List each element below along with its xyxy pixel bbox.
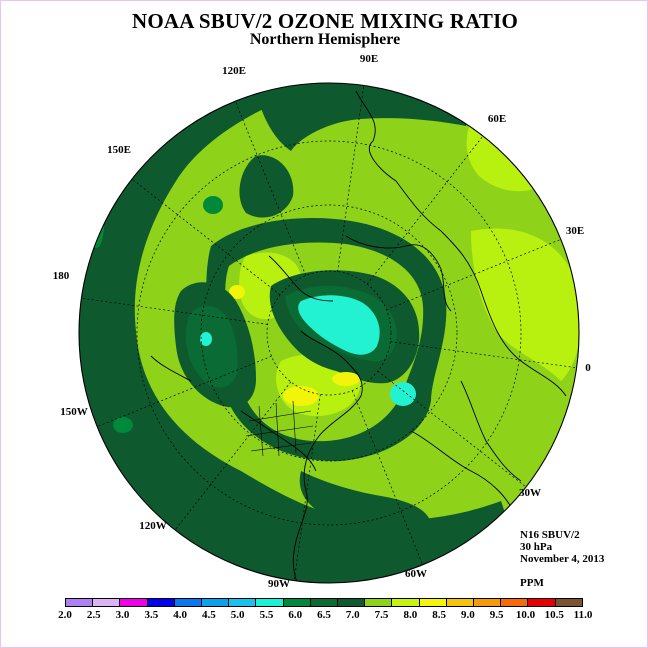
field-level-7-0-rim xyxy=(79,83,521,583)
colorbar-tick-label: 11.0 xyxy=(573,609,593,621)
lon-label-90w: 90W xyxy=(268,578,290,590)
colorbar-tick-label: 9.0 xyxy=(461,609,475,621)
field-level-6-0-a xyxy=(203,196,223,214)
colorbar-tick-label: 5.5 xyxy=(259,609,274,621)
page-subtitle: Northern Hemisphere xyxy=(249,31,401,48)
field-level-5-5-east xyxy=(390,382,416,406)
colorbar-segment xyxy=(174,599,203,606)
field-level-8-5-c xyxy=(332,372,360,386)
colorbar-segment xyxy=(365,599,393,606)
coastlines xyxy=(150,90,567,583)
colorbar-segment xyxy=(283,599,311,606)
colorbar-segment xyxy=(93,599,121,606)
colorbar-tick-label: 2.5 xyxy=(86,609,101,621)
lon-label-0: 0 xyxy=(585,362,591,374)
field-level-8-5-b xyxy=(283,386,319,406)
colorbar-ticks: 2.0 2.5 3.0 3.5 4.0 4.5 5.0 5.5 6.0 6.5 7.0 7.5 8.0 8… xyxy=(1,609,647,623)
colorbar-segment xyxy=(120,599,148,606)
latitude-circle-60 xyxy=(200,204,458,462)
colorbar-tick-label: 8.0 xyxy=(403,609,418,621)
colorbar-segment xyxy=(338,599,366,606)
colorbar-segment xyxy=(66,599,94,606)
graticule xyxy=(136,140,522,526)
colorbar-tick-label: 6.0 xyxy=(288,609,303,621)
pressure-level-label: 30 hPa xyxy=(520,541,553,553)
colorbar-tick-label: 6.5 xyxy=(317,609,331,621)
latitude-circle-45 xyxy=(136,140,522,526)
colorbar-tick-label: 10.0 xyxy=(515,609,536,621)
colorbar-segment xyxy=(501,599,529,606)
lon-label-150w: 150W xyxy=(60,406,88,418)
date-label: November 4, 2013 xyxy=(520,553,605,565)
field-level-5-5-pacific xyxy=(200,332,212,346)
lon-label-60e: 60E xyxy=(488,113,506,125)
state-borders xyxy=(245,400,314,457)
lon-label-90e: 90E xyxy=(360,53,378,65)
globe-outline xyxy=(78,82,580,584)
colorbar-segment xyxy=(310,599,339,606)
colorbar-segment xyxy=(256,599,284,606)
colorbar-tick-label: 4.0 xyxy=(173,609,187,621)
colorbar-segment xyxy=(392,599,420,606)
colorbar-tick-label: 7.0 xyxy=(345,609,360,621)
field-level-8-5-a xyxy=(229,285,245,299)
instrument-label: N16 SBUV/2 xyxy=(520,529,580,541)
field-level-8-0-east xyxy=(471,228,579,381)
colorbar-segment xyxy=(229,599,257,606)
colorbar-segment xyxy=(528,599,556,606)
ozone-field xyxy=(79,83,579,583)
lon-label-120e: 120E xyxy=(222,65,246,77)
colorbar-tick-label: 3.5 xyxy=(144,609,159,621)
colorbar-segment xyxy=(555,599,582,606)
latitude-circle-75 xyxy=(266,270,392,396)
colorbar-tick-label: 2.0 xyxy=(58,609,72,621)
colorbar-tick-label: 7.5 xyxy=(374,609,389,621)
colorbar-segment xyxy=(147,599,175,606)
colorbar-tick-label: 9.5 xyxy=(489,609,504,621)
lon-label-60w: 60W xyxy=(405,568,427,580)
colorbar-tick-label: 4.5 xyxy=(202,609,216,621)
colorbar-tick-label: 3.0 xyxy=(115,609,130,621)
colorbar-tick-label: 5.0 xyxy=(230,609,245,621)
page-title: NOAA SBUV/2 OZONE MIXING RATIO xyxy=(132,9,518,33)
field-level-7-0-top xyxy=(256,83,467,151)
colorbar-segment xyxy=(419,599,447,606)
lon-label-150e: 150E xyxy=(107,144,131,156)
colorbar-segment xyxy=(474,599,502,606)
lon-label-180: 180 xyxy=(53,270,70,282)
longitude-labels: 90E 60E 30E 0 30W 60W 90W 120W 150W 180 … xyxy=(53,53,592,590)
lon-label-30e: 30E xyxy=(566,225,584,237)
lon-label-30w: 30W xyxy=(519,487,541,499)
colorbar xyxy=(65,598,583,607)
field-level-5-5-vortex xyxy=(298,295,380,355)
field-level-6-0-b xyxy=(113,417,133,433)
field-level-6-5-pacific xyxy=(186,305,238,388)
field-blob-150e xyxy=(239,155,294,218)
lon-label-120w: 120W xyxy=(139,520,167,532)
colorbar-tick-label: 10.5 xyxy=(544,609,564,621)
units-label: PPM xyxy=(520,577,544,589)
field-level-7-0-south xyxy=(299,471,431,532)
colorbar-segment xyxy=(202,599,230,606)
colorbar-tick-label: 8.5 xyxy=(432,609,446,621)
colorbar-segment xyxy=(446,599,475,606)
